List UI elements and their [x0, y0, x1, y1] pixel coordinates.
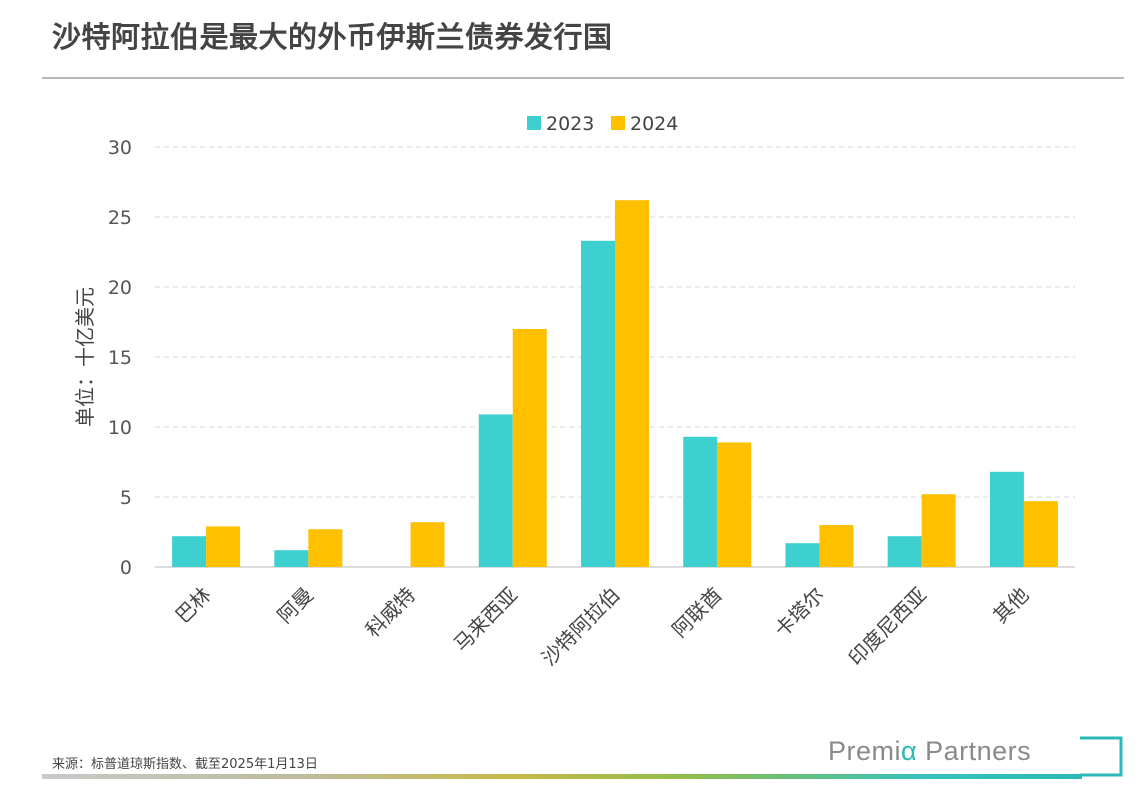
bar-2024-1	[206, 526, 241, 567]
y-tick-label: 0	[120, 557, 132, 579]
bar-2023-7	[785, 543, 820, 567]
legend-label: 2023	[546, 113, 594, 135]
bar-2024-4	[512, 329, 547, 567]
legend-swatch	[527, 116, 541, 130]
x-category-label: 阿联酋	[667, 583, 726, 642]
bar-2024-2	[308, 529, 343, 567]
bar-2024-7	[819, 525, 854, 567]
y-tick-label: 5	[120, 487, 132, 509]
y-axis-label: 单位：十亿美元	[73, 287, 97, 427]
brand-logo-alpha: α	[901, 736, 918, 766]
y-tick-label: 25	[108, 207, 132, 229]
x-category-label: 马来西亚	[449, 583, 523, 657]
y-tick-label: 10	[108, 417, 132, 439]
bar-2024-9	[1023, 501, 1058, 567]
bar-2024-6	[717, 442, 752, 567]
brand-logo: Premiα Partners	[828, 736, 1031, 767]
y-tick-label: 30	[108, 137, 132, 159]
bar-2023-6	[683, 436, 718, 567]
bar-2024-5	[615, 200, 649, 567]
bar-2023-2	[274, 550, 309, 567]
y-tick-label: 15	[108, 347, 132, 369]
bar-2024-3	[410, 522, 445, 567]
page-title: 沙特阿拉伯是最大的外币伊斯兰债券发行国	[52, 20, 613, 54]
x-category-label: 沙特阿拉伯	[537, 583, 625, 671]
bar-2023-5	[581, 240, 615, 568]
x-category-label: 巴林	[170, 583, 215, 628]
y-tick-label: 20	[108, 277, 132, 299]
x-category-label: 卡塔尔	[770, 583, 829, 642]
bar-2023-9	[989, 471, 1024, 567]
title-divider	[42, 77, 1124, 79]
bar-2023-8	[887, 536, 922, 567]
bar-2023-1	[172, 536, 207, 567]
bar-2023-4	[478, 414, 513, 567]
x-category-label: 科威特	[361, 583, 420, 642]
x-category-label: 其他	[988, 583, 1033, 628]
legend-swatch	[611, 116, 625, 130]
footer-gradient-bar	[42, 774, 1082, 779]
logo-bracket-icon	[1080, 736, 1123, 777]
x-category-label: 阿曼	[273, 583, 318, 628]
source-note: 来源：标普道琼斯指数、截至2025年1月13日	[52, 757, 318, 772]
brand-logo-post: Partners	[917, 736, 1032, 766]
brand-logo-pre: Premi	[828, 736, 902, 766]
legend-label: 2024	[630, 113, 678, 135]
x-category-label: 印度尼西亚	[844, 583, 932, 671]
bar-2024-8	[921, 494, 956, 567]
